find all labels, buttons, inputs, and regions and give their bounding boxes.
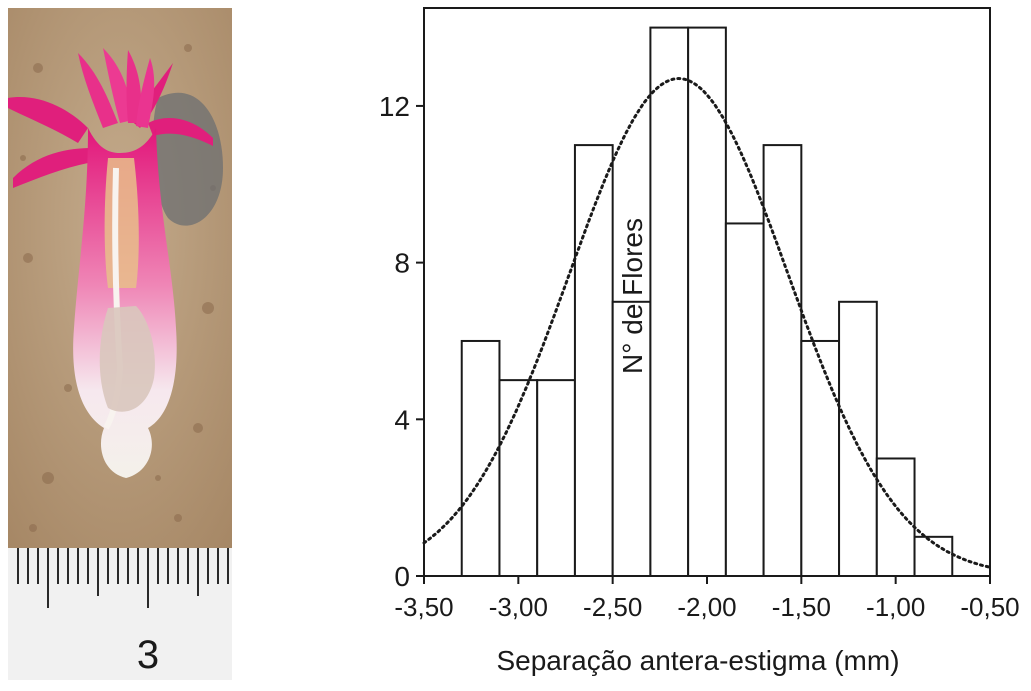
ruler-ticks <box>17 548 229 608</box>
ruler <box>8 548 232 680</box>
histogram-bar <box>800 339 841 577</box>
x-tick-label: -3,00 <box>489 592 548 622</box>
histogram-bar <box>498 379 539 578</box>
x-tick-label: -2,50 <box>583 592 642 622</box>
histogram-bar <box>573 144 614 577</box>
x-tick-label: -1,00 <box>866 592 925 622</box>
histogram-bar <box>762 144 803 577</box>
histogram-bar <box>649 26 690 578</box>
y-axis-label: N° de Flores <box>617 218 648 374</box>
x-axis-label: Separação antera-estigma (mm) <box>496 645 899 676</box>
histogram-bar <box>875 457 916 577</box>
histogram-chart: -3,50 -3,00 -2,50 -2,00 -1,50 -1,00 -0,50 0 4 8 1… <box>300 0 1031 686</box>
flower <box>8 48 213 478</box>
x-tick-label: -0,50 <box>960 592 1019 622</box>
ruler-label: 3 <box>137 633 159 677</box>
x-tick-label: -3,50 <box>394 592 453 622</box>
x-axis-ticks: -3,50 -3,00 -2,50 -2,00 -1,50 -1,00 -0,50 <box>394 576 1020 622</box>
x-tick-label: -2,00 <box>677 592 736 622</box>
y-tick-label: 8 <box>394 248 410 279</box>
y-axis-ticks: 0 4 8 12 <box>379 91 424 592</box>
flower-photo: 3 <box>8 8 232 680</box>
sand-speckles <box>20 44 216 532</box>
histogram-bars <box>460 26 954 578</box>
histogram-bar <box>838 300 878 577</box>
histogram-bar <box>611 300 652 577</box>
y-tick-label: 4 <box>394 404 410 435</box>
histogram-bar <box>724 222 765 577</box>
histogram-bar <box>536 379 576 578</box>
chart-svg: -3,50 -3,00 -2,50 -2,00 -1,50 -1,00 -0,50 0 4 8 1… <box>379 7 1020 676</box>
x-tick-label: -1,50 <box>772 592 831 622</box>
histogram-bar <box>687 26 727 578</box>
normal-fit-curve <box>422 76 992 569</box>
y-tick-label: 0 <box>394 561 410 592</box>
flower-photo-svg: 3 <box>8 8 232 680</box>
y-tick-label: 12 <box>379 91 410 122</box>
